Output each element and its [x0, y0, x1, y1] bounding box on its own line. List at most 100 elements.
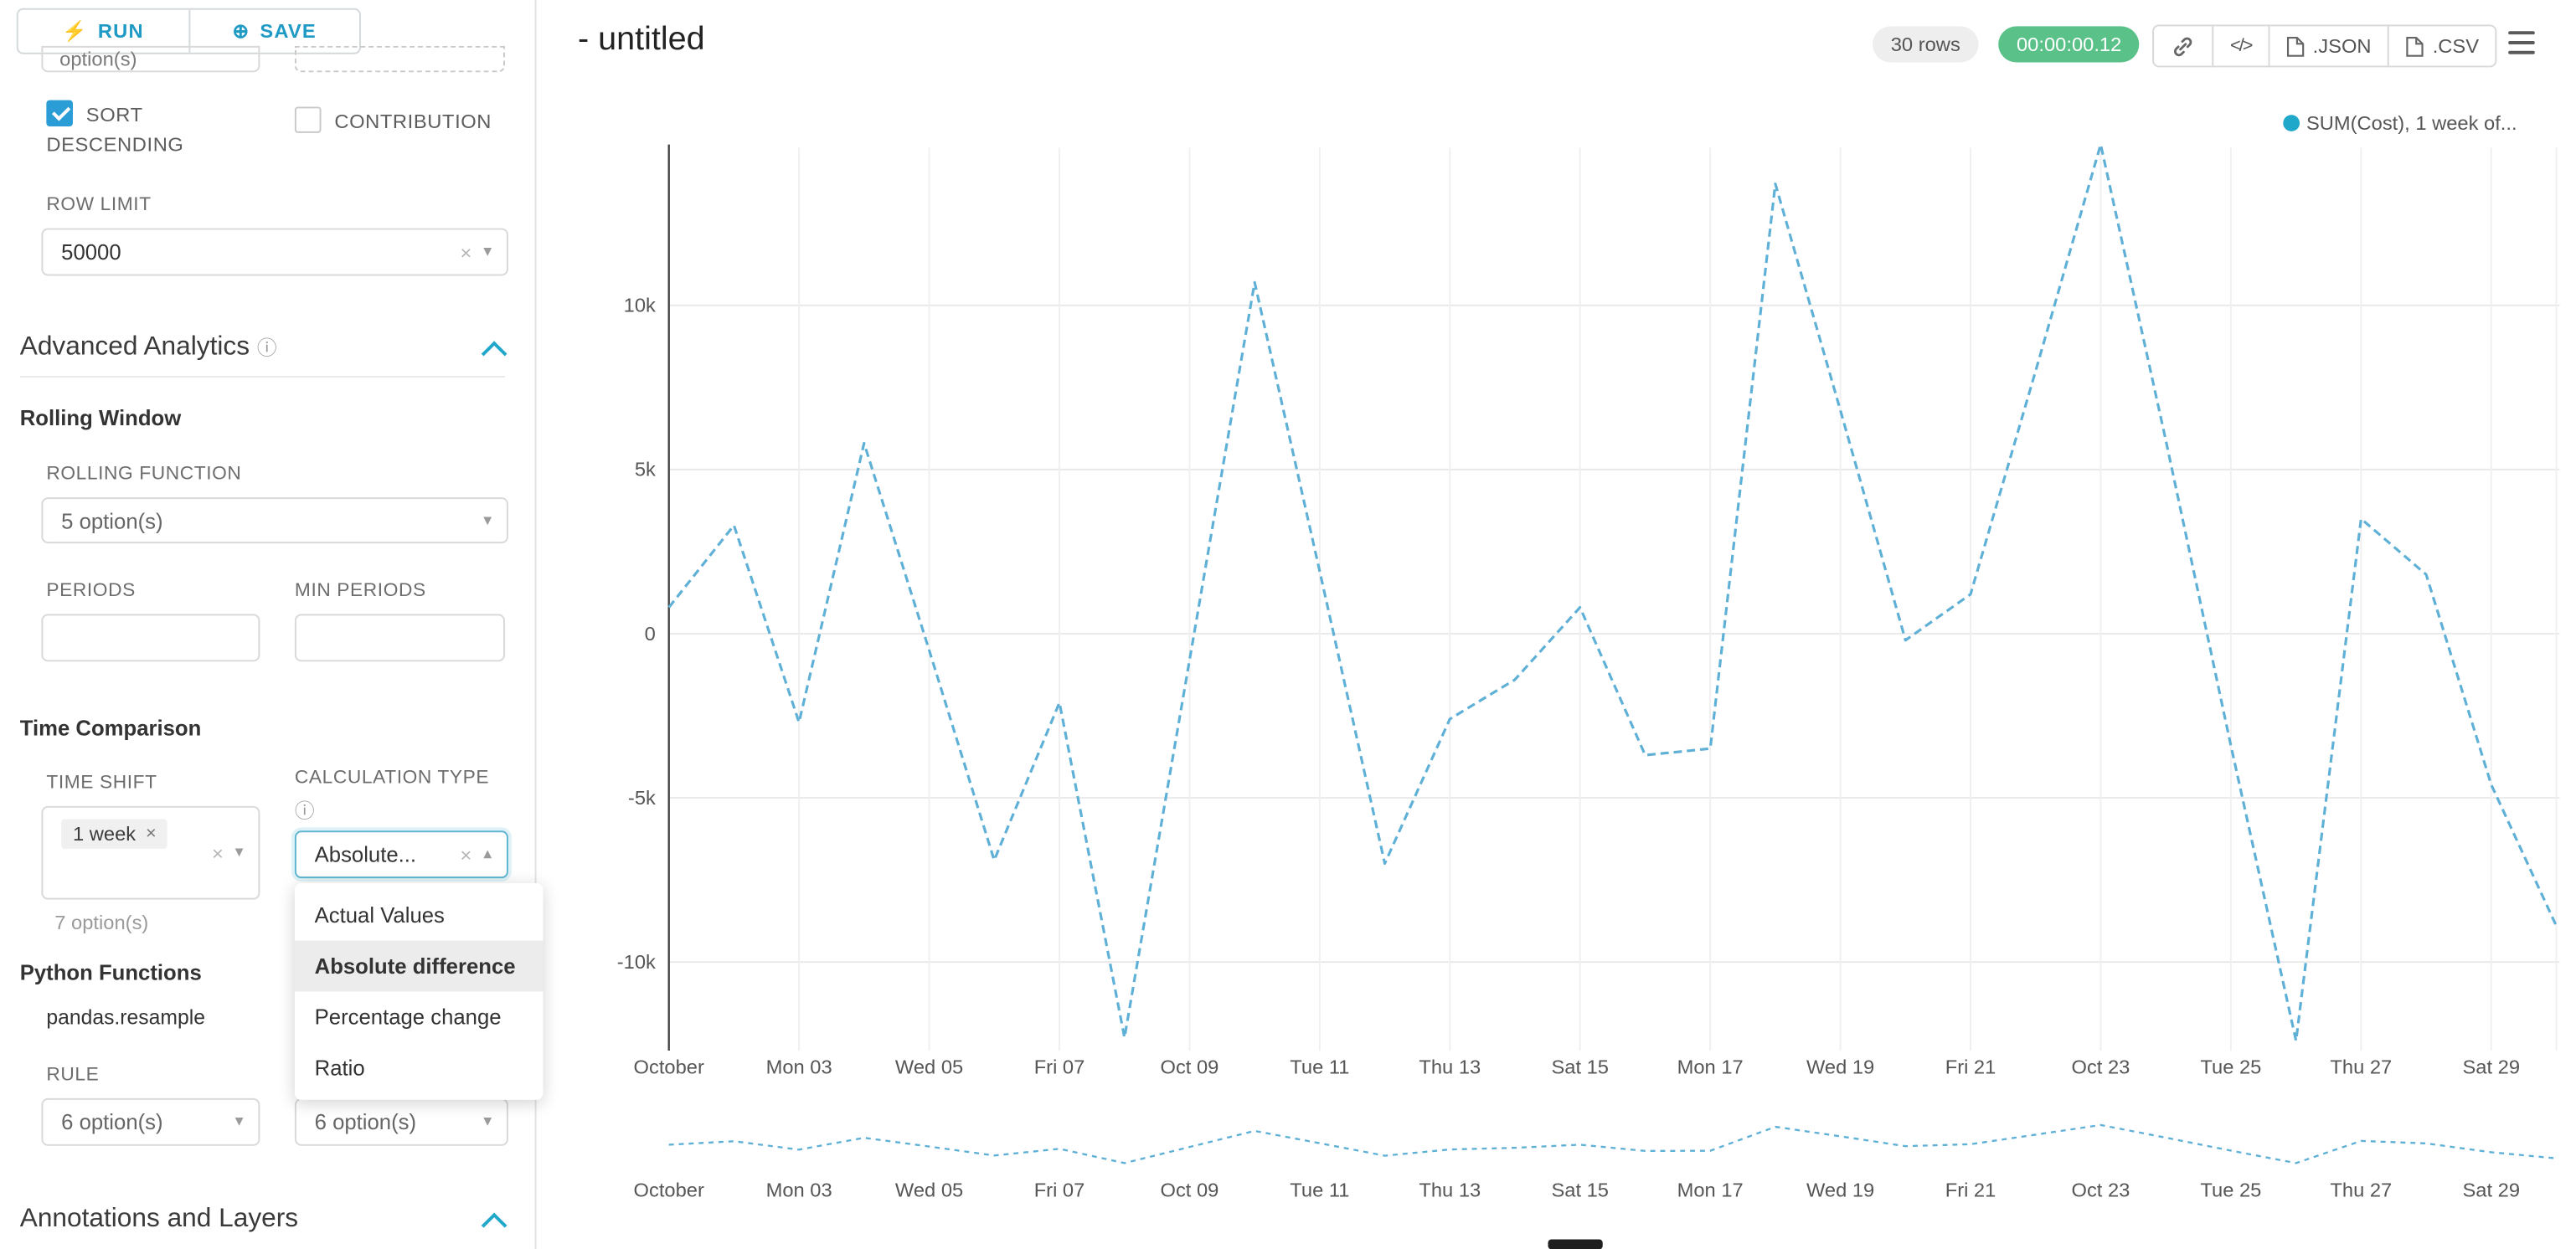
x-axis-tick: Sat 29	[2462, 1057, 2520, 1079]
x-axis-tick: Thu 13	[1419, 1057, 1481, 1079]
x-axis-tick: Fri 07	[1034, 1057, 1085, 1079]
row-limit-clear-icon[interactable]: ×	[460, 240, 472, 264]
export-json-button[interactable]: .JSON	[2268, 24, 2390, 68]
mini-x-axis-tick: Oct 09	[1161, 1180, 1219, 1202]
calculation-type-clear-icon[interactable]: ×	[460, 842, 472, 866]
row-limit-label: ROW LIMIT	[46, 195, 152, 215]
annotations-collapse-icon[interactable]	[481, 1212, 507, 1239]
y-axis-tick: 5k	[635, 460, 656, 481]
export-json-label: .JSON	[2312, 34, 2372, 58]
rolling-function-select[interactable]: 5 option(s) ▾	[41, 497, 508, 544]
save-label: SAVE	[260, 19, 317, 43]
mini-x-axis-tick: Tue 25	[2200, 1180, 2261, 1202]
run-icon: ⚡	[62, 19, 88, 43]
rule-value-2: 6 option(s)	[314, 1109, 417, 1135]
advanced-analytics-info-icon: ⓘ	[256, 337, 277, 360]
copy-link-button[interactable]	[2152, 24, 2214, 68]
annotations-header[interactable]: Annotations and Layers	[20, 1205, 298, 1234]
export-csv-button[interactable]: .CSV	[2388, 24, 2497, 68]
rolling-window-title: Rolling Window	[19, 405, 182, 430]
export-toolbar: </> .JSON .CSV	[2152, 24, 2497, 68]
export-csv-label: .CSV	[2432, 34, 2480, 58]
calculation-type-info-icon: ⓘ	[294, 799, 315, 823]
file-icon	[2286, 36, 2305, 56]
x-axis-tick: Tue 11	[1290, 1057, 1349, 1079]
run-button[interactable]: ⚡ RUN	[18, 9, 190, 53]
time-comparison-title: Time Comparison	[19, 715, 202, 741]
rule-label: RULE	[46, 1065, 100, 1086]
calculation-type-option-0[interactable]: Actual Values	[314, 902, 445, 928]
save-icon: ⊕	[232, 19, 250, 43]
sort-descending-checkbox[interactable]	[46, 100, 73, 126]
y-axis-tick: 10k	[624, 296, 656, 317]
calculation-type-select[interactable]: Absolute... × ▴	[294, 830, 508, 879]
chart-title: - untitled	[577, 21, 705, 58]
sort-descending-control: SORT DESCENDING	[46, 100, 258, 160]
run-label: RUN	[97, 19, 144, 43]
code-icon: </>	[2230, 36, 2253, 56]
calculation-type-menu: Actual Values Absolute difference Percenta…	[294, 883, 544, 1100]
mini-x-axis-tick: Oct 23	[2072, 1180, 2130, 1202]
mini-x-axis-tick: Mon 03	[766, 1180, 832, 1202]
rule-select-2[interactable]: 6 option(s) ▾	[294, 1097, 508, 1146]
mini-x-axis-tick: Wed 19	[1806, 1180, 1874, 1202]
mini-x-axis-tick: Sat 29	[2462, 1180, 2520, 1202]
rolling-function-label: ROLLING FUNCTION	[46, 464, 242, 485]
calculation-type-value: Absolute...	[314, 841, 417, 867]
mini-series-line[interactable]	[668, 1123, 2557, 1164]
partial-select[interactable]: option(s)	[41, 45, 260, 73]
time-shift-tag-remove-icon[interactable]: ×	[146, 824, 157, 844]
row-limit-value: 50000	[61, 239, 121, 265]
time-shift-clear-icon[interactable]: ×	[211, 841, 224, 866]
row-limit-caret-icon: ▾	[483, 243, 492, 261]
calculation-type-label: CALCULATION TYPE	[294, 768, 490, 789]
file-icon	[2406, 36, 2424, 56]
time-shift-hint: 7 option(s)	[54, 911, 149, 934]
rule-value: 6 option(s)	[61, 1109, 163, 1135]
y-axis-tick: 0	[645, 624, 656, 645]
time-shift-select[interactable]: 1 week × × ▾	[41, 805, 260, 900]
advanced-analytics-header[interactable]: Advanced Analytics ⓘ	[20, 333, 277, 362]
embed-code-button[interactable]: </>	[2212, 24, 2270, 68]
min-periods-label: MIN PERIODS	[294, 581, 426, 601]
x-axis-tick: Tue 25	[2200, 1057, 2261, 1079]
x-axis-tick: October	[634, 1057, 704, 1079]
periods-label: PERIODS	[46, 581, 136, 601]
x-axis-tick: Wed 19	[1806, 1057, 1874, 1079]
contribution-control: CONTRIBUTION	[294, 106, 492, 136]
advanced-analytics-collapse-icon[interactable]	[481, 341, 507, 367]
legend-dot[interactable]	[2283, 115, 2300, 131]
calculation-type-option-3[interactable]: Ratio	[314, 1055, 365, 1081]
chart-menu-button[interactable]	[2508, 31, 2535, 54]
row-count-badge: 30 rows	[1872, 26, 1979, 63]
legend-label[interactable]: SUM(Cost), 1 week of...	[2306, 113, 2517, 135]
y-axis-tick: -5k	[628, 788, 656, 810]
min-periods-input[interactable]	[294, 614, 505, 662]
time-shift-caret-icon: ▾	[234, 843, 244, 862]
mini-x-axis-tick: Thu 27	[2330, 1180, 2392, 1202]
mini-x-axis-tick: Wed 05	[895, 1180, 963, 1202]
x-axis-tick: Oct 23	[2072, 1057, 2130, 1079]
rolling-function-value: 5 option(s)	[61, 507, 163, 533]
calculation-type-option-2[interactable]: Percentage change	[314, 1005, 502, 1030]
annotations-title: Annotations and Layers	[19, 1205, 299, 1233]
contribution-checkbox[interactable]	[294, 106, 322, 133]
row-limit-select[interactable]: 50000 × ▾	[41, 228, 508, 276]
save-button[interactable]: ⊕ SAVE	[189, 10, 359, 53]
calculation-type-caret-icon: ▴	[483, 845, 492, 864]
calculation-type-option-1[interactable]: Absolute difference	[294, 940, 544, 992]
periods-input[interactable]	[41, 614, 260, 662]
rule-select[interactable]: 6 option(s) ▾	[41, 1097, 260, 1146]
time-shift-tag: 1 week ×	[61, 819, 168, 849]
partial-adhoc-box[interactable]	[294, 45, 505, 73]
panel-divider	[534, 0, 537, 1249]
x-axis-tick: Wed 05	[895, 1057, 963, 1079]
rule-caret-icon-2: ▾	[483, 1113, 492, 1132]
mini-x-axis-tick: Tue 11	[1290, 1180, 1349, 1202]
bottom-scroll-handle[interactable]	[1548, 1239, 1603, 1249]
query-timer-badge: 00:00:00.12	[1998, 26, 2141, 63]
mini-x-axis-tick: Sat 15	[1551, 1180, 1609, 1202]
python-functions-title: Python Functions	[19, 960, 202, 985]
advanced-analytics-title: Advanced Analytics	[19, 333, 250, 362]
